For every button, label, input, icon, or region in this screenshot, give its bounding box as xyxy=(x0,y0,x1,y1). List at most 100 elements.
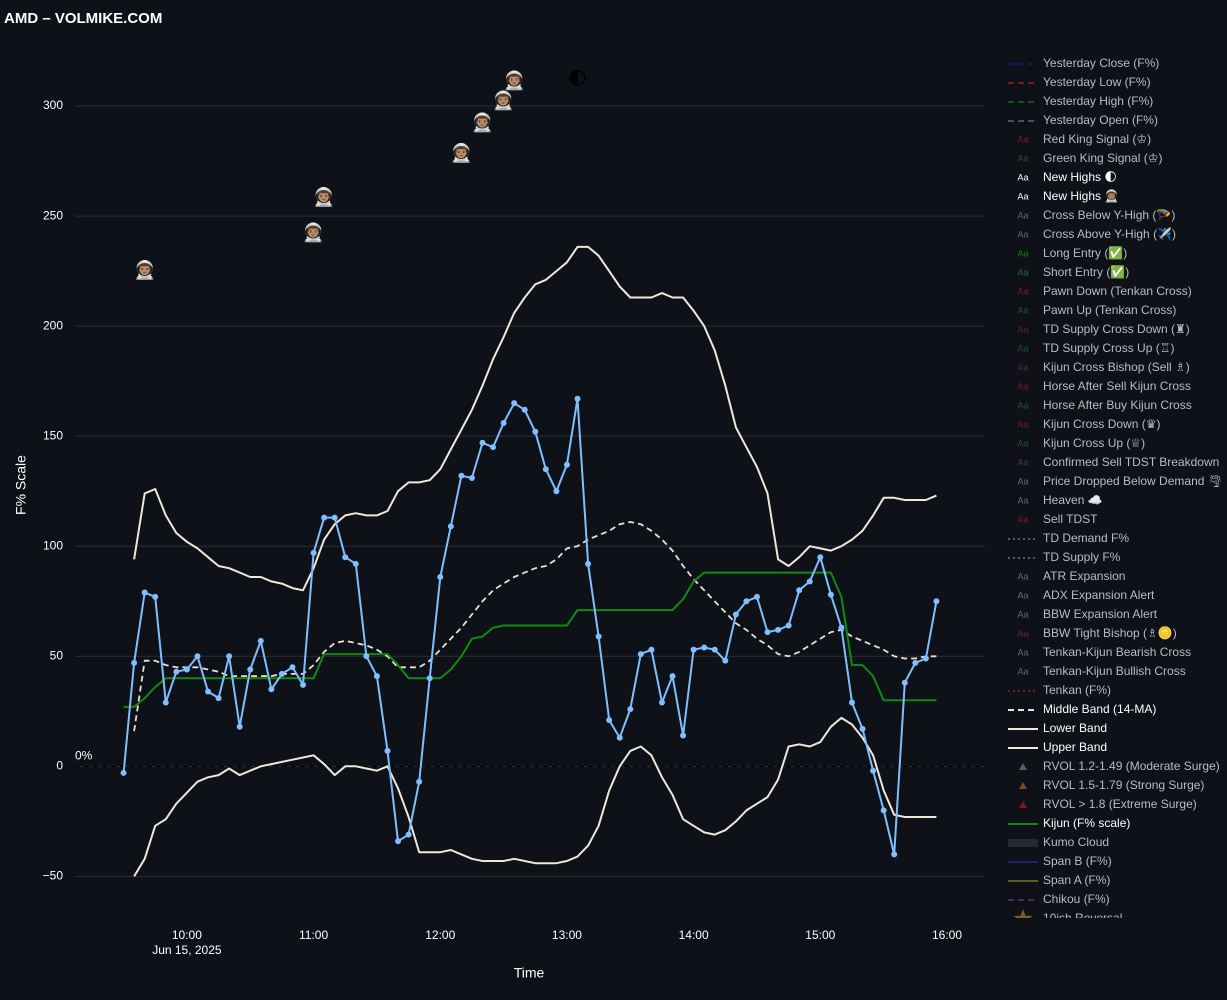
legend-item[interactable]: RVOL 1.2-1.49 (Moderate Surge) xyxy=(1019,759,1220,773)
price-point xyxy=(300,681,307,688)
price-point xyxy=(152,593,159,600)
price-point xyxy=(205,688,212,695)
series-line xyxy=(123,571,937,708)
legend-label: TD Supply F% xyxy=(1043,550,1121,564)
price-point xyxy=(848,699,855,706)
legend-item[interactable]: Aa New Highs 👨🏽‍🚀 xyxy=(1017,189,1119,203)
price-point xyxy=(511,400,518,407)
legend-item[interactable]: Aa Kijun Cross Bishop (Sell ♗) xyxy=(1017,360,1189,374)
y-tick-label: 150 xyxy=(43,428,63,442)
legend-symbol xyxy=(1019,801,1027,808)
price-point xyxy=(859,725,866,732)
legend-item[interactable]: Aa ATR Expansion xyxy=(1017,569,1125,583)
legend-item[interactable]: Kumo Cloud xyxy=(1008,835,1109,849)
legend-symbol: Aa xyxy=(1017,134,1028,144)
legend-label: RVOL 1.5-1.79 (Strong Surge) xyxy=(1043,778,1204,792)
legend-item[interactable]: Yesterday Open (F%) xyxy=(1008,113,1158,127)
legend-item[interactable]: Aa Tenkan-Kijun Bullish Cross xyxy=(1017,664,1185,678)
legend-item[interactable]: 10ish Reversal xyxy=(1013,909,1123,927)
legend-item[interactable]: Yesterday Low (F%) xyxy=(1008,75,1151,89)
price-point xyxy=(711,646,718,653)
legend-item[interactable]: Aa Short Entry (✅) xyxy=(1017,265,1129,279)
legend-item[interactable]: Aa BBW Expansion Alert xyxy=(1017,607,1157,621)
price-point xyxy=(933,598,940,605)
legend-symbol: Aa xyxy=(1017,229,1028,239)
legend-item[interactable]: Aa Tenkan-Kijun Bearish Cross xyxy=(1017,645,1191,659)
legend-label: Tenkan-Kijun Bearish Cross xyxy=(1043,645,1191,659)
legend-item[interactable]: Aa TD Supply Cross Down (♜) xyxy=(1017,322,1189,336)
legend-label: Kijun Cross Bishop (Sell ♗) xyxy=(1043,360,1190,374)
legend-item[interactable]: Aa Cross Above Y-High (✈️) xyxy=(1017,226,1176,241)
price-point xyxy=(606,717,613,724)
legend-label: BBW Tight Bishop (♗🪙) xyxy=(1043,626,1177,640)
legend-item[interactable]: Aa Price Dropped Below Demand 🌪 xyxy=(1017,474,1222,488)
legend-item[interactable]: Span B (F%) xyxy=(1008,854,1112,868)
price-point xyxy=(289,664,296,671)
legend-symbol: Aa xyxy=(1017,628,1028,638)
price-point xyxy=(796,587,803,594)
legend-item[interactable]: Aa Cross Below Y-High (🪂) xyxy=(1017,208,1175,222)
x-tick-label: 13:00 xyxy=(552,928,582,942)
legend-item[interactable]: Chikou (F%) xyxy=(1008,892,1110,906)
legend-item[interactable]: Kijun (F% scale) xyxy=(1008,816,1130,830)
legend-symbol xyxy=(1019,763,1027,770)
marker: 👨🏽‍🚀 xyxy=(503,70,525,91)
legend-item[interactable]: Aa Red King Signal (♔) xyxy=(1017,132,1151,146)
legend-label: TD Demand F% xyxy=(1043,531,1129,545)
marker: 👨🏽‍🚀 xyxy=(302,221,324,242)
legend-item[interactable]: Yesterday Close (F%) xyxy=(1008,56,1159,70)
legend-item[interactable]: Middle Band (14-MA) xyxy=(1008,702,1156,716)
legend-label: Span B (F%) xyxy=(1043,854,1112,868)
legend-item[interactable]: RVOL > 1.8 (Extreme Surge) xyxy=(1019,797,1197,811)
legend-item[interactable]: Aa Horse After Buy Kijun Cross xyxy=(1017,398,1191,412)
legend-symbol: Aa xyxy=(1017,191,1028,201)
legend-symbol: Aa xyxy=(1017,495,1028,505)
legend-symbol xyxy=(1013,909,1033,918)
legend-item[interactable]: TD Supply F% xyxy=(1008,550,1121,564)
legend-label: ADX Expansion Alert xyxy=(1043,588,1155,602)
price-point xyxy=(669,673,676,680)
legend-label: Cross Below Y-High (🪂) xyxy=(1043,208,1175,222)
legend-item[interactable]: Tenkan (F%) xyxy=(1008,683,1111,697)
legend-item[interactable]: Aa Kijun Cross Down (♛) xyxy=(1017,417,1160,431)
legend-item[interactable]: Aa Green King Signal (♔) xyxy=(1017,151,1162,165)
legend-symbol: Aa xyxy=(1017,438,1028,448)
legend-label: Kijun (F% scale) xyxy=(1043,816,1130,830)
legend-item[interactable]: Aa Horse After Sell Kijun Cross xyxy=(1017,379,1191,393)
legend-item[interactable]: Aa Confirmed Sell TDST Breakdown xyxy=(1017,455,1219,469)
price-point xyxy=(426,675,433,682)
legend-item[interactable]: Upper Band xyxy=(1008,740,1107,754)
x-axis-title: Time xyxy=(514,965,545,981)
legend-item[interactable]: TD Demand F% xyxy=(1008,531,1129,545)
price-point xyxy=(437,574,444,581)
legend-item[interactable]: Aa Pawn Up (Tenkan Cross) xyxy=(1017,303,1176,317)
legend-item[interactable]: RVOL 1.5-1.79 (Strong Surge) xyxy=(1019,778,1204,792)
legend-symbol: Aa xyxy=(1017,381,1028,391)
legend-item[interactable]: Aa Pawn Down (Tenkan Cross) xyxy=(1017,284,1191,298)
legend-label: Kijun Cross Up (♕) xyxy=(1043,436,1145,450)
price-point xyxy=(215,695,222,702)
x-tick-label: 10:00 xyxy=(172,928,202,942)
legend-item[interactable]: Aa TD Supply Cross Up (♖) xyxy=(1017,341,1174,355)
price-point xyxy=(912,659,919,666)
price-point xyxy=(257,637,264,644)
legend-item[interactable]: Span A (F%) xyxy=(1008,873,1110,887)
legend-item[interactable]: Aa Sell TDST xyxy=(1017,512,1098,526)
legend-item[interactable]: Aa Kijun Cross Up (♕) xyxy=(1017,436,1145,450)
legend-item[interactable]: Lower Band xyxy=(1008,721,1107,735)
legend-label: Red King Signal (♔) xyxy=(1043,132,1151,146)
legend-item[interactable]: Aa BBW Tight Bishop (♗🪙) xyxy=(1017,626,1176,640)
marker: 👨🏽‍🚀 xyxy=(450,142,472,163)
y-tick-label: 300 xyxy=(43,98,63,112)
legend-item[interactable]: Yesterday High (F%) xyxy=(1008,94,1153,108)
price-point xyxy=(479,439,486,446)
legend-item[interactable]: Aa ADX Expansion Alert xyxy=(1017,588,1155,602)
legend-label: TD Supply Cross Up (♖) xyxy=(1043,341,1174,355)
legend-item[interactable]: Aa Heaven ☁️ xyxy=(1017,493,1102,507)
legend-item[interactable]: Aa Long Entry (✅) xyxy=(1017,246,1127,260)
price-point xyxy=(891,851,898,858)
marker: 👨🏽‍🚀 xyxy=(133,259,155,280)
y-axis-title: F% Scale xyxy=(13,455,29,515)
price-point xyxy=(342,554,349,561)
legend-item[interactable]: Aa New Highs 🌓 xyxy=(1017,170,1116,184)
